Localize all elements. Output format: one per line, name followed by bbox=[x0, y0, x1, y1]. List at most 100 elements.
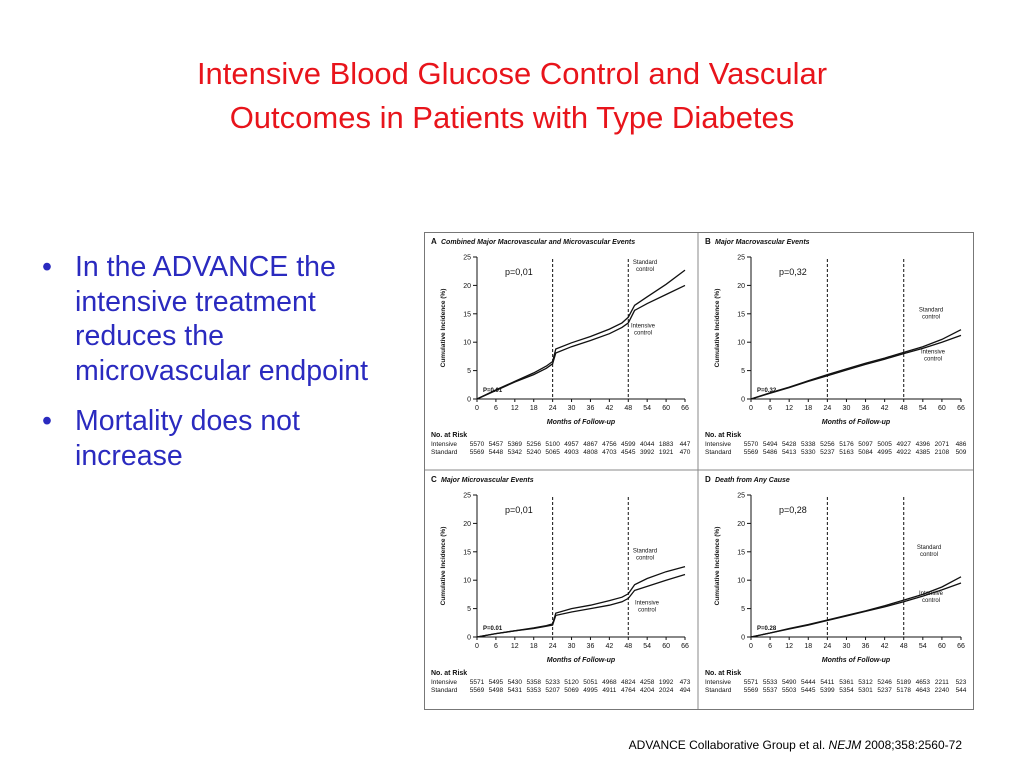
at-risk-value: 5353 bbox=[526, 687, 541, 694]
y-tick-label: 20 bbox=[737, 521, 745, 528]
at-risk-value: 5503 bbox=[782, 687, 797, 694]
at-risk-value: 5537 bbox=[763, 687, 778, 694]
y-tick-label: 20 bbox=[463, 521, 471, 528]
panel-letter: D bbox=[705, 475, 711, 484]
at-risk-value: 523 bbox=[956, 679, 967, 686]
x-tick-label: 18 bbox=[804, 405, 812, 412]
series-name-label: Intensive bbox=[919, 591, 944, 597]
at-risk-header: No. at Risk bbox=[705, 670, 741, 677]
at-risk-value: 5444 bbox=[801, 679, 816, 686]
at-risk-value: 5240 bbox=[526, 449, 541, 456]
x-axis-label: Months of Follow-up bbox=[547, 419, 616, 426]
at-risk-value: 5176 bbox=[839, 441, 854, 448]
at-risk-value: 4599 bbox=[621, 441, 636, 448]
bullet-text: Mortality does not increase bbox=[75, 405, 300, 472]
at-risk-value: 4756 bbox=[602, 441, 617, 448]
at-risk-value: 486 bbox=[956, 441, 967, 448]
x-tick-label: 36 bbox=[587, 405, 595, 412]
at-risk-value: 4968 bbox=[602, 679, 617, 686]
at-risk-value: 5361 bbox=[839, 679, 854, 686]
x-tick-label: 6 bbox=[768, 405, 772, 412]
panel-title: Major Microvascular Events bbox=[441, 477, 534, 484]
panel-title: Major Macrovascular Events bbox=[715, 239, 810, 246]
at-risk-value: 5256 bbox=[526, 441, 541, 448]
at-risk-value: 5100 bbox=[545, 441, 560, 448]
at-risk-value: 5069 bbox=[564, 687, 579, 694]
x-axis-label: Months of Follow-up bbox=[547, 657, 616, 664]
series-line-intensive bbox=[750, 582, 962, 638]
x-tick-label: 24 bbox=[549, 405, 557, 412]
at-risk-value: 5411 bbox=[820, 679, 834, 686]
citation: ADVANCE Collaborative Group et al. NEJM … bbox=[0, 738, 962, 752]
x-axis-label: Months of Follow-up bbox=[822, 657, 891, 664]
at-risk-value: 4703 bbox=[602, 449, 617, 456]
at-risk-value: 2108 bbox=[935, 449, 950, 456]
at-risk-value: 5312 bbox=[858, 679, 873, 686]
y-tick-label: 20 bbox=[737, 283, 745, 290]
series-line-intensive bbox=[750, 334, 962, 400]
series-name-label: Standard bbox=[633, 549, 657, 555]
p-value-annotation: p=0,01 bbox=[505, 505, 533, 515]
panel-a: A Combined Major Macrovascular and Microv… bbox=[431, 237, 691, 456]
at-risk-row-label: Intensive bbox=[431, 441, 457, 448]
at-risk-value: 5486 bbox=[763, 449, 778, 456]
x-tick-label: 54 bbox=[919, 405, 927, 412]
x-tick-label: 6 bbox=[768, 643, 772, 650]
x-tick-label: 36 bbox=[587, 643, 595, 650]
series-name-label: Intensive bbox=[635, 601, 660, 607]
at-risk-value: 4044 bbox=[640, 441, 655, 448]
x-tick-label: 24 bbox=[549, 643, 557, 650]
at-risk-value: 5097 bbox=[858, 441, 873, 448]
x-axis-label: Months of Follow-up bbox=[822, 419, 891, 426]
series-name-label: control bbox=[924, 356, 942, 362]
x-tick-label: 60 bbox=[662, 405, 670, 412]
panel-title: Combined Major Macrovascular and Microva… bbox=[441, 239, 635, 246]
x-tick-label: 60 bbox=[938, 643, 946, 650]
y-axis-label: Cumulative Incidence (%) bbox=[440, 289, 447, 368]
at-risk-value: 5428 bbox=[782, 441, 797, 448]
at-risk-value: 509 bbox=[956, 449, 967, 456]
at-risk-value: 5457 bbox=[489, 441, 504, 448]
at-risk-value: 5569 bbox=[470, 449, 485, 456]
at-risk-row-label: Intensive bbox=[705, 441, 731, 448]
at-risk-value: 4808 bbox=[583, 449, 598, 456]
at-risk-value: 2240 bbox=[935, 687, 950, 694]
title-line-1: Intensive Blood Glucose Control and Vasc… bbox=[196, 56, 828, 91]
at-risk-value: 4385 bbox=[916, 449, 931, 456]
at-risk-value: 2071 bbox=[935, 441, 950, 448]
at-risk-value: 5431 bbox=[508, 687, 523, 694]
at-risk-value: 5399 bbox=[820, 687, 835, 694]
at-risk-value: 5237 bbox=[820, 449, 835, 456]
at-risk-value: 473 bbox=[680, 679, 691, 686]
at-risk-value: 5448 bbox=[489, 449, 504, 456]
at-risk-value: 5256 bbox=[820, 441, 835, 448]
at-risk-value: 5369 bbox=[508, 441, 523, 448]
bullet-dot-icon: • bbox=[42, 405, 52, 437]
at-risk-value: 4545 bbox=[621, 449, 636, 456]
citation-authors: ADVANCE Collaborative Group et al. bbox=[628, 738, 826, 752]
x-tick-label: 0 bbox=[475, 643, 479, 650]
at-risk-value: 5084 bbox=[858, 449, 873, 456]
x-tick-label: 48 bbox=[624, 405, 632, 412]
panel-title: Death from Any Cause bbox=[715, 477, 790, 484]
at-risk-value: 5051 bbox=[583, 679, 598, 686]
p-value-inner-label: P=0.32 bbox=[757, 388, 777, 394]
at-risk-value: 4995 bbox=[583, 687, 598, 694]
at-risk-value: 4957 bbox=[564, 441, 579, 448]
y-tick-label: 0 bbox=[467, 635, 471, 642]
at-risk-value: 5358 bbox=[526, 679, 541, 686]
at-risk-value: 4396 bbox=[916, 441, 931, 448]
series-name-label: Intensive bbox=[921, 349, 946, 355]
at-risk-value: 2211 bbox=[935, 679, 949, 686]
at-risk-value: 5246 bbox=[877, 679, 892, 686]
x-tick-label: 54 bbox=[643, 405, 651, 412]
at-risk-value: 5569 bbox=[744, 449, 759, 456]
at-risk-value: 4204 bbox=[640, 687, 655, 694]
y-tick-label: 0 bbox=[741, 397, 745, 404]
at-risk-value: 4824 bbox=[621, 679, 636, 686]
at-risk-value: 4903 bbox=[564, 449, 579, 456]
series-name-label: control bbox=[920, 552, 938, 558]
at-risk-value: 4764 bbox=[621, 687, 636, 694]
at-risk-row-label: Standard bbox=[705, 687, 732, 694]
bullet-list: • In the ADVANCE the intensive treatment … bbox=[40, 250, 390, 489]
